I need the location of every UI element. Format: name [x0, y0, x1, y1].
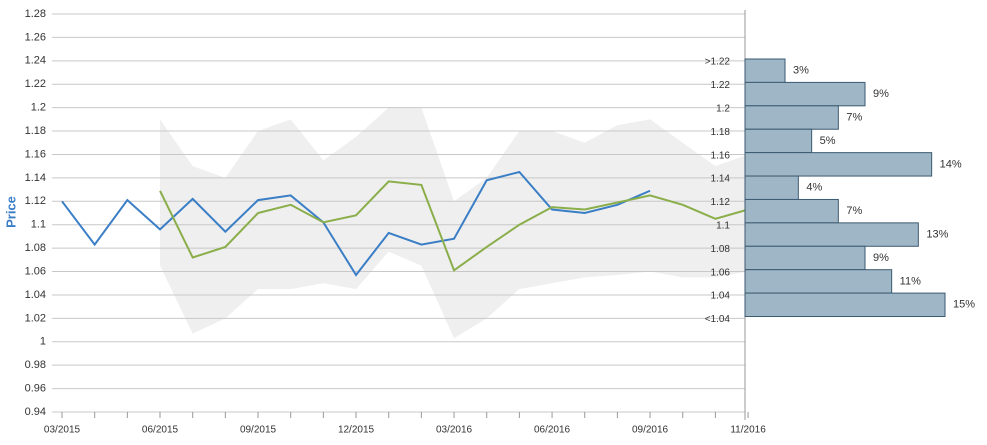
bar-value-label: 9%	[873, 252, 889, 264]
bar	[744, 152, 933, 177]
bar	[744, 292, 946, 318]
y-axis-label: Price	[3, 196, 18, 228]
bar-value-label: 9%	[873, 88, 889, 100]
bar	[744, 128, 813, 154]
y-tick-label: 1.08	[25, 242, 46, 254]
bar	[744, 105, 839, 130]
x-tick-label: 09/2016	[632, 425, 669, 436]
bar	[744, 198, 839, 224]
y-tick-label: 0.94	[25, 406, 46, 418]
y-tick-label: 1.14	[25, 172, 46, 184]
y-tick-label: 1.12	[25, 195, 46, 207]
bin-label: 1.06	[711, 267, 731, 278]
bar-value-label: 15%	[953, 299, 975, 311]
x-tick-label: 03/2015	[44, 425, 81, 436]
x-tick-label: 03/2016	[436, 425, 473, 436]
bin-label: 1.18	[711, 127, 731, 138]
x-tick-label: 11/2016	[730, 425, 766, 436]
x-tick-label: 09/2015	[240, 425, 277, 436]
bin-label: <1.04	[705, 314, 731, 325]
bar-value-label: 7%	[846, 111, 862, 123]
bar-value-label: 4%	[806, 182, 822, 194]
bar-value-label: 11%	[900, 275, 921, 287]
y-tick-label: 1.28	[25, 8, 46, 20]
bar-value-label: 3%	[793, 65, 809, 77]
y-tick-label: 1.02	[25, 312, 46, 324]
bar	[744, 58, 786, 83]
bar-value-label: 7%	[846, 205, 862, 217]
y-tick-label: 0.96	[25, 382, 46, 394]
bar	[744, 269, 893, 294]
bin-label: 1.1	[716, 221, 730, 232]
bin-label: 1.14	[711, 174, 731, 185]
bar	[744, 222, 919, 247]
x-tick-label: 06/2015	[142, 425, 179, 436]
y-tick-label: 1.24	[25, 55, 46, 67]
y-tick-label: 1.18	[25, 125, 46, 137]
bar-value-label: 13%	[926, 228, 948, 240]
range-band	[160, 107, 749, 339]
bar	[744, 81, 866, 107]
x-tick-label: 06/2016	[534, 425, 571, 436]
price-line	[61, 170, 651, 277]
bar-value-label: 5%	[820, 135, 836, 147]
bar	[744, 245, 866, 271]
y-tick-label: 1.04	[25, 289, 46, 301]
y-tick-label: 1.06	[25, 265, 46, 277]
price-line	[159, 180, 749, 272]
bar-value-label: 14%	[940, 158, 962, 170]
y-tick-label: 1.26	[25, 31, 46, 43]
x-tick-label: 12/2015	[338, 425, 375, 436]
y-tick-label: 1.16	[25, 148, 46, 160]
y-tick-label: 1.2	[31, 102, 46, 114]
bar	[744, 175, 799, 200]
bin-label: 1.16	[711, 150, 731, 161]
bin-label: 1.2	[716, 103, 730, 114]
y-tick-label: 1.22	[25, 78, 46, 90]
y-tick-label: 1.1	[31, 219, 46, 231]
bin-label: >1.22	[705, 57, 731, 68]
y-tick-label: 1	[40, 336, 46, 348]
bin-label: 1.12	[711, 197, 731, 208]
y-tick-label: 0.98	[25, 359, 46, 371]
bin-label: 1.22	[711, 80, 731, 91]
bin-label: 1.04	[711, 291, 731, 302]
bin-label: 1.08	[711, 244, 731, 255]
